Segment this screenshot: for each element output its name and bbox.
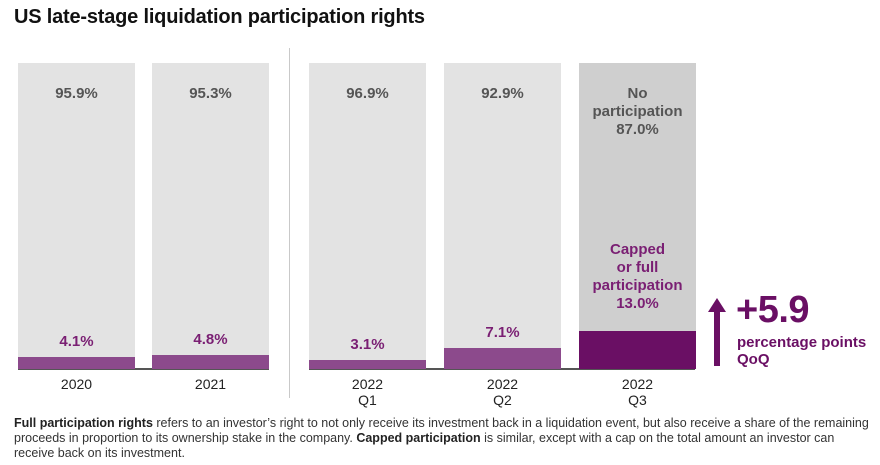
data-label-no-participation: 95.3% (152, 85, 269, 103)
data-label-value: 3.1% (350, 336, 385, 354)
change-caption-line: QoQ (737, 351, 770, 368)
data-label-capped-or-full: Capped or full participation 13.0% (579, 241, 696, 313)
change-caption-line: percentage points (737, 334, 867, 351)
data-label-value: 95.3% (189, 85, 232, 102)
x-tick-label: 2020 (18, 376, 135, 392)
series-label-no-participation: No (627, 85, 648, 102)
footnote-text-capped: is similar, except with a cap on the tot… (14, 431, 835, 460)
bar-segment-capped-or-full (18, 357, 135, 369)
footnote-text-full: refers to an investor’s right to not onl… (14, 416, 869, 445)
bar-2022-q2: 92.9% 7.1% (444, 63, 561, 369)
bar-2021: 95.3% 4.8% (152, 63, 269, 369)
footnote-term-capped: Capped participation (356, 431, 481, 445)
series-label-capped-or-full: participation (592, 277, 683, 295)
x-tick-label: 2022 Q3 (579, 376, 696, 408)
data-label-no-participation: 96.9% (309, 85, 426, 103)
data-label-value: 4.1% (59, 333, 94, 351)
x-tick-label-line: Q2 (493, 392, 512, 408)
data-label-capped-or-full: 3.1% (309, 336, 426, 354)
x-axis-line (309, 368, 695, 370)
x-tick-label-line: 2020 (60, 376, 93, 392)
bar-segment-no-participation (18, 63, 135, 358)
bar-segment-capped-or-full (309, 360, 426, 369)
bar-segment-capped-or-full (444, 348, 561, 369)
series-label-capped-or-full: or full (616, 259, 659, 277)
bar-segment-no-participation (579, 63, 696, 332)
data-label-value: 96.9% (346, 85, 389, 102)
bar-2020: 95.9% 4.1% (18, 63, 135, 369)
bar-2022-q3: No participation 87.0% Capped or full partici… (579, 63, 696, 369)
data-label-value: 95.9% (55, 85, 98, 102)
data-label-no-participation: 95.9% (18, 85, 135, 103)
data-label-value: 7.1% (485, 324, 520, 342)
data-label-value: 87.0% (616, 121, 659, 138)
change-caption: percentage points QoQ (737, 334, 877, 368)
data-label-value: 4.8% (193, 331, 228, 349)
x-tick-label-line: 2022 (351, 376, 384, 392)
data-label-value: 13.0% (616, 295, 659, 313)
bar-segment-no-participation (152, 63, 269, 356)
x-tick-label-line: 2022 (621, 376, 654, 392)
x-tick-label-line: Q1 (358, 392, 377, 408)
footnote-term-full: Full participation rights (14, 416, 153, 430)
bar-segment-no-participation (309, 63, 426, 361)
bar-segment-no-participation (444, 63, 561, 349)
data-label-capped-or-full: 4.1% (18, 333, 135, 351)
data-label-no-participation: No participation 87.0% (579, 85, 696, 139)
data-label-capped-or-full: 4.8% (152, 331, 269, 349)
change-value: +5.9 (736, 289, 810, 331)
x-tick-label-line: Q3 (628, 392, 647, 408)
data-label-capped-or-full: 7.1% (444, 324, 561, 342)
footnote: Full participation rights refers to an i… (14, 416, 874, 461)
series-label-no-participation: participation (592, 103, 683, 120)
bar-segment-capped-or-full (579, 331, 696, 369)
data-label-no-participation: 92.9% (444, 85, 561, 103)
series-label-capped-or-full: Capped (609, 241, 665, 259)
x-tick-label-line: 2022 (486, 376, 519, 392)
x-tick-label: 2022 Q1 (309, 376, 426, 408)
up-arrow-icon (708, 298, 726, 366)
period-divider (289, 48, 290, 398)
bar-2022-q1: 96.9% 3.1% (309, 63, 426, 369)
data-label-value: 92.9% (481, 85, 524, 102)
x-tick-label: 2021 (152, 376, 269, 392)
x-axis-line (18, 368, 269, 370)
x-tick-label: 2022 Q2 (444, 376, 561, 408)
x-tick-label-line: 2021 (194, 376, 227, 392)
chart-title: US late-stage liquidation participation … (14, 6, 425, 28)
bar-segment-capped-or-full (152, 355, 269, 369)
